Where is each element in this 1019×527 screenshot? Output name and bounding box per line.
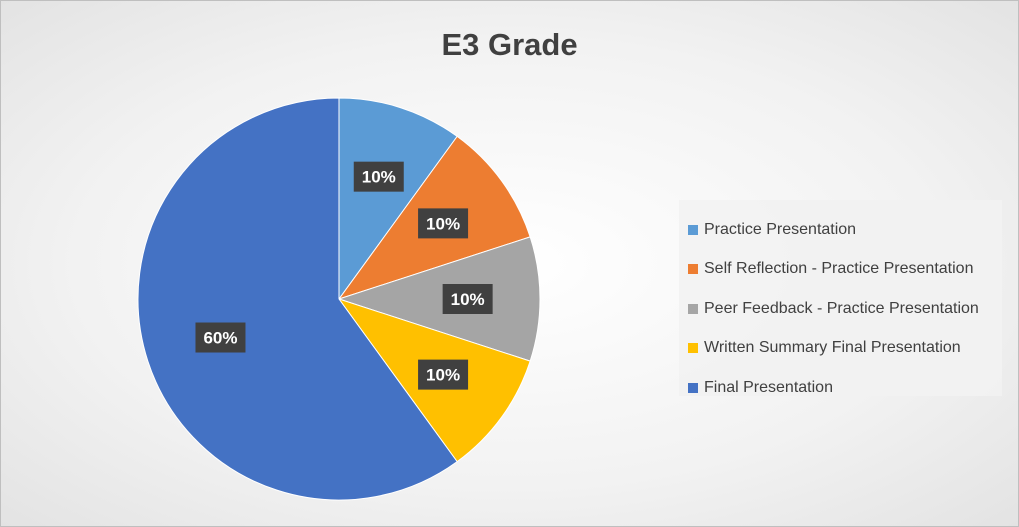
slice-practice-presentation: [338, 97, 458, 301]
data-label-background: [353, 161, 404, 192]
data-label-background: [195, 322, 246, 353]
legend-swatch: [688, 303, 698, 314]
legend-label: Practice Presentation: [704, 220, 857, 238]
data-label: 10%: [353, 161, 404, 192]
slice-peer-feedback: [337, 236, 541, 362]
data-label-background: [418, 208, 469, 239]
legend-swatch: [688, 264, 698, 275]
legend-swatch: [688, 224, 698, 235]
chart-title: E3 Grade: [441, 27, 578, 62]
legend-swatch: [688, 343, 698, 354]
legend-label: Self Reflection - Practice Presentation: [704, 260, 974, 278]
legend-label: Peer Feedback - Practice Presentation: [704, 299, 979, 317]
legend-item-practice-presentation: Practice Presentation: [679, 210, 1002, 250]
data-label: 10%: [442, 284, 493, 314]
data-label-background: [418, 359, 469, 390]
data-label-text: 10%: [426, 366, 460, 385]
legend-item-peer-feedback: Peer Feedback - Practice Presentation: [679, 289, 1002, 329]
data-label-text: 10%: [362, 168, 396, 187]
data-label: 10%: [418, 359, 469, 390]
data-label-text: 60%: [203, 329, 237, 348]
slice-final-presentation: [137, 97, 458, 501]
legend-swatch: [688, 382, 698, 393]
legend-item-self-reflection: Self Reflection - Practice Presentation: [679, 250, 1002, 290]
data-label: 10%: [418, 208, 469, 239]
data-label: 60%: [195, 322, 246, 353]
pie-data-labels: 10% 10% 10% 10% 60%: [195, 161, 493, 390]
legend-label: Written Summary Final Presentation: [704, 339, 961, 357]
data-label-background: [442, 284, 493, 314]
legend: Practice Presentation Self Reflection - …: [679, 200, 1002, 396]
legend-item-final-presentation: Final Presentation: [679, 368, 1002, 408]
data-label-text: 10%: [451, 290, 485, 309]
data-label-text: 10%: [426, 214, 460, 233]
legend-item-written-summary: Written Summary Final Presentation: [679, 329, 1002, 369]
legend-label: Final Presentation: [704, 378, 833, 396]
